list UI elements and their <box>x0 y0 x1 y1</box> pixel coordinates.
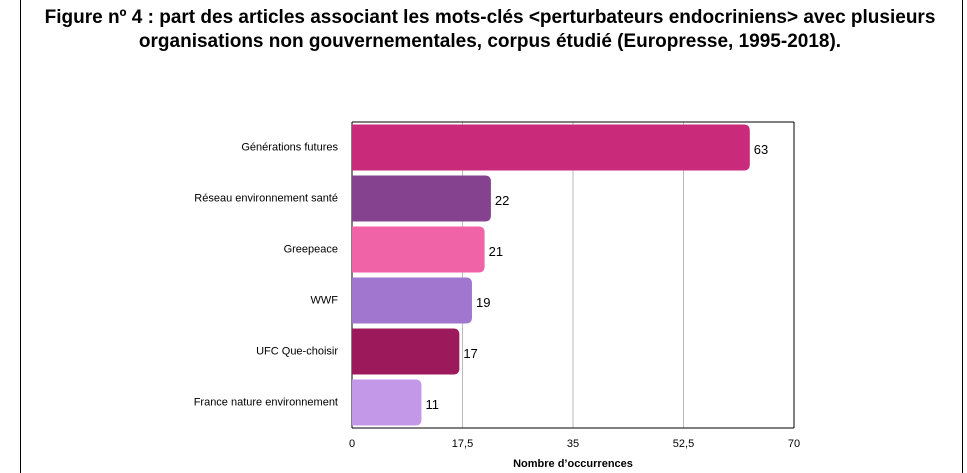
y-tick-label: France nature environnement <box>194 396 338 408</box>
x-tick-label: 35 <box>567 438 579 450</box>
x-tick-label: 52,5 <box>673 438 694 450</box>
y-tick-label: UFC Que-choisir <box>256 345 338 357</box>
bar <box>352 379 422 426</box>
value-label: 11 <box>425 397 439 412</box>
value-label: 63 <box>754 142 768 157</box>
x-tick-label: 0 <box>349 438 355 450</box>
y-tick-label: Greepeace <box>284 243 338 255</box>
bar <box>352 175 491 222</box>
x-tick-label: 70 <box>788 438 800 450</box>
value-label: 17 <box>463 346 477 361</box>
value-label: 21 <box>489 244 503 259</box>
y-tick-label: WWF <box>311 294 339 306</box>
frame <box>20 0 963 473</box>
bar <box>352 124 750 171</box>
y-tick-label: Réseau environnement santé <box>194 192 338 204</box>
value-label: 19 <box>476 295 490 310</box>
x-axis-label: Nombre d’occurrences <box>513 458 633 470</box>
bar <box>352 328 460 375</box>
y-tick-label: Générations futures <box>241 141 338 153</box>
x-tick-label: 17,5 <box>452 438 473 450</box>
bar <box>352 226 485 273</box>
value-label: 22 <box>495 193 509 208</box>
chart-title: Figure nº 4 : part des articles associan… <box>44 7 936 52</box>
bar <box>352 277 472 324</box>
